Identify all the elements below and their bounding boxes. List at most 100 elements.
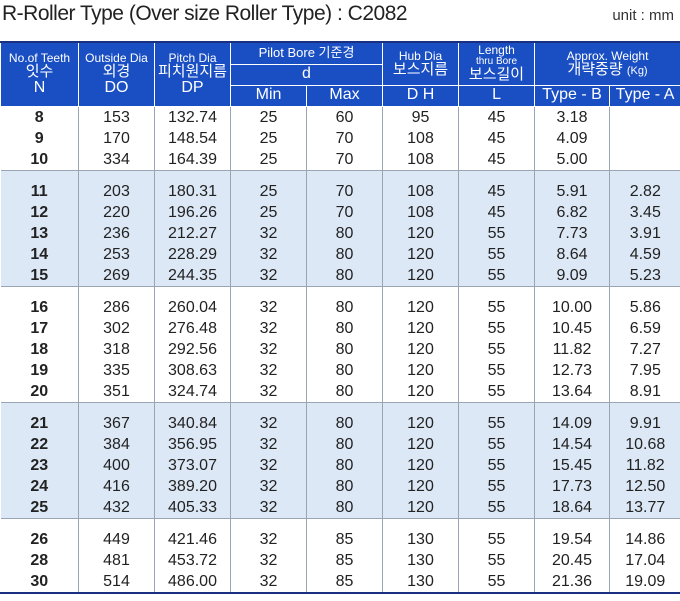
table-cell: 17 xyxy=(0,317,79,339)
header-hub-ko: 보스지름 xyxy=(392,61,449,79)
header-pd-sym: DP xyxy=(181,79,204,97)
table-cell: 196.26 xyxy=(154,201,231,223)
table-cell: 2.82 xyxy=(609,180,680,202)
table-cell: 70 xyxy=(306,127,384,149)
spacer-cell xyxy=(154,401,231,413)
table-cell: 5.23 xyxy=(609,264,680,286)
spacer-cell xyxy=(534,169,611,181)
spacer-cell xyxy=(0,517,79,529)
spacer-cell xyxy=(534,401,611,413)
table-cell: 55 xyxy=(458,549,536,571)
table-cell: 12.73 xyxy=(534,359,611,381)
table-cell: 85 xyxy=(306,570,384,592)
table-cell: 80 xyxy=(306,264,384,286)
table-cell: 25 xyxy=(230,148,307,170)
table-cell: 260.04 xyxy=(154,296,231,318)
table-cell: 32 xyxy=(230,243,307,265)
table-cell: 514 xyxy=(78,570,155,592)
table-cell: 70 xyxy=(306,201,384,223)
table-cell: 26 xyxy=(0,528,79,550)
table-cell: 17.04 xyxy=(609,549,680,571)
table-cell: 18.64 xyxy=(534,496,611,518)
header-od-en: Outside Dia xyxy=(85,50,148,65)
spacer-cell xyxy=(306,401,384,413)
group-spacer xyxy=(0,517,680,529)
table-cell: 130 xyxy=(382,570,460,592)
table-cell: 32 xyxy=(230,496,307,518)
table-cell xyxy=(609,127,680,149)
table-cell: 351 xyxy=(78,380,155,402)
spacer-cell xyxy=(0,401,79,413)
unit-label: unit : mm xyxy=(612,7,674,24)
header-hub-dia: Hub Dia 보스지름 xyxy=(382,41,460,86)
spacer-cell xyxy=(0,169,79,181)
table-cell: 55 xyxy=(458,433,536,455)
table-cell: 80 xyxy=(306,412,384,434)
table-cell: 120 xyxy=(382,264,460,286)
table-cell: 120 xyxy=(382,380,460,402)
table-row: 20 351 324.74 32 80 120 55 13.64 8.91 xyxy=(0,380,680,402)
table-cell: 148.54 xyxy=(154,127,231,149)
table-cell: 8.91 xyxy=(609,380,680,402)
table-cell: 80 xyxy=(306,243,384,265)
table-cell: 80 xyxy=(306,380,384,402)
spacer-cell xyxy=(78,169,155,181)
table-cell: 21 xyxy=(0,412,79,434)
header-len-sym: L xyxy=(492,86,501,104)
spacer-cell xyxy=(154,169,231,181)
table-cell: 8 xyxy=(0,106,79,128)
spacer-cell xyxy=(78,401,155,413)
table-cell: 9 xyxy=(0,127,79,149)
table-cell: 120 xyxy=(382,412,460,434)
table-cell: 55 xyxy=(458,359,536,381)
table-cell: 486.00 xyxy=(154,570,231,592)
table-cell: 10 xyxy=(0,148,79,170)
table-row: 9 170 148.54 25 70 108 45 4.09 xyxy=(0,127,680,149)
table-cell: 244.35 xyxy=(154,264,231,286)
table-cell: 384 xyxy=(78,433,155,455)
table-cell: 85 xyxy=(306,549,384,571)
table-row: 8 153 132.74 25 60 95 45 3.18 xyxy=(0,106,680,128)
header-teeth-en: No.of Teeth xyxy=(8,50,71,65)
header-type-b-label: Type - B xyxy=(542,86,602,104)
table-row: 12 220 196.26 25 70 108 45 6.82 3.45 xyxy=(0,201,680,223)
table-cell: 5.00 xyxy=(534,148,611,170)
table-cell: 269 xyxy=(78,264,155,286)
table-cell: 432 xyxy=(78,496,155,518)
table-cell: 14.09 xyxy=(534,412,611,434)
table-body: 8 153 132.74 25 60 95 45 3.18 9 170 148.54 25 70 108 4… xyxy=(0,106,680,592)
header-len-en1: Length xyxy=(478,43,515,58)
table-cell: 324.74 xyxy=(154,380,231,402)
table-cell: 7.95 xyxy=(609,359,680,381)
table-cell: 9.91 xyxy=(609,412,680,434)
table-cell: 19.54 xyxy=(534,528,611,550)
table-cell: 7.27 xyxy=(609,338,680,360)
spec-table: No.of Teeth 잇수 N Outside Dia 외경 DO Pitch… xyxy=(0,41,680,592)
table-cell: 308.63 xyxy=(154,359,231,381)
table-cell: 32 xyxy=(230,454,307,476)
table-cell: 276.48 xyxy=(154,317,231,339)
table-cell: 14.54 xyxy=(534,433,611,455)
table-cell: 80 xyxy=(306,475,384,497)
table-row: 22 384 356.95 32 80 120 55 14.54 10.68 xyxy=(0,433,680,455)
table-cell: 5.91 xyxy=(534,180,611,202)
table-cell: 32 xyxy=(230,264,307,286)
spacer-cell xyxy=(230,285,307,297)
table-cell: 55 xyxy=(458,528,536,550)
header-pd-en: Pitch Dia xyxy=(168,50,217,65)
table-cell: 80 xyxy=(306,317,384,339)
table-row: 19 335 308.63 32 80 120 55 12.73 7.95 xyxy=(0,359,680,381)
spacer-cell xyxy=(306,517,384,529)
group-spacer xyxy=(0,401,680,413)
table-cell: 28 xyxy=(0,549,79,571)
table-cell: 13 xyxy=(0,222,79,244)
table-cell: 5.86 xyxy=(609,296,680,318)
table-row: 30 514 486.00 32 85 130 55 21.36 19.09 xyxy=(0,570,680,592)
table-cell: 10.68 xyxy=(609,433,680,455)
table-cell: 7.73 xyxy=(534,222,611,244)
table-cell: 55 xyxy=(458,475,536,497)
table-cell: 373.07 xyxy=(154,454,231,476)
table-cell: 120 xyxy=(382,359,460,381)
spacer-cell xyxy=(382,401,460,413)
spacer-cell xyxy=(382,169,460,181)
